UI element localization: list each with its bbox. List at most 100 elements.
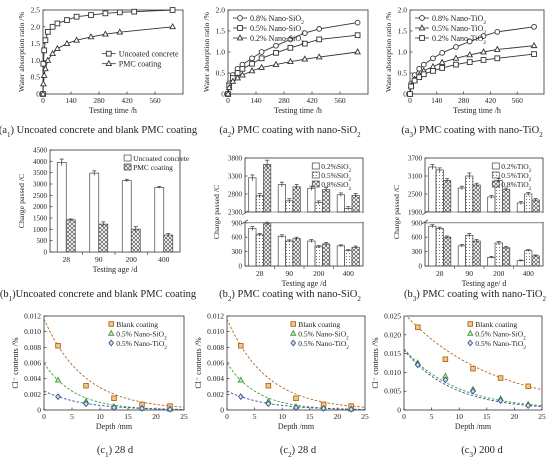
x-tick-label: 90	[95, 255, 103, 264]
data-point	[470, 365, 476, 372]
data-point	[237, 376, 245, 383]
data-point	[39, 80, 47, 87]
data-point	[55, 393, 61, 401]
data-point	[111, 395, 117, 402]
x-tick-label: 0	[42, 412, 46, 421]
data-point	[420, 71, 427, 78]
x-tick-label: 15	[306, 412, 314, 421]
data-point	[131, 8, 138, 15]
legend-marker	[467, 321, 473, 327]
y-tick-label: 0	[221, 90, 225, 99]
data-point	[442, 356, 449, 362]
data-point	[224, 90, 232, 97]
panel-caption: (b3) PMC coating with nano-TiO2	[404, 289, 546, 303]
x-tick-label: 10	[96, 412, 104, 421]
bar	[443, 180, 452, 213]
x-tick-label: 280	[93, 96, 105, 105]
bar	[121, 180, 132, 253]
bar	[292, 238, 301, 267]
data-point	[439, 65, 446, 71]
data-point	[439, 49, 446, 56]
bar	[130, 228, 141, 253]
data-point	[41, 47, 48, 54]
y-tick-label: 0.025	[384, 312, 401, 321]
legend-marker	[236, 34, 244, 41]
panel-caption-c2: (c2) 28 d	[280, 445, 317, 459]
data-point	[452, 54, 460, 61]
y-tick-label: 2800	[228, 191, 243, 199]
data-point	[44, 28, 51, 35]
data-point	[40, 60, 47, 67]
y-tick-label: 2500	[408, 191, 423, 199]
legend-swatch	[491, 171, 500, 179]
legend-swatch	[491, 162, 500, 170]
data-point	[287, 44, 294, 51]
bar	[531, 255, 540, 267]
data-point	[415, 324, 421, 331]
data-point	[497, 397, 504, 405]
bar	[502, 189, 511, 213]
data-point	[466, 51, 474, 58]
data-point	[407, 91, 413, 97]
legend-marker	[108, 321, 114, 327]
chart-b2: 28 90 200 400 Testing age /d Charge passed /C…	[212, 155, 366, 288]
bar	[336, 245, 345, 267]
bar	[263, 223, 272, 267]
legend-label: 0.5% Nano-TiO2	[432, 24, 486, 36]
panel-caption: (c1) 28 d	[97, 445, 134, 459]
y-tick-label: 0.5	[398, 69, 408, 78]
bar	[487, 257, 496, 267]
y-tick-label: 0	[239, 263, 243, 271]
data-point	[238, 71, 246, 78]
y-tick-label: 0	[403, 90, 407, 99]
y-tick-label: 3500	[33, 169, 48, 177]
data-point	[249, 60, 255, 67]
data-point	[531, 51, 537, 57]
legend-marker	[290, 339, 297, 347]
data-point	[453, 44, 459, 50]
y-tick-label: 900	[232, 219, 243, 227]
y-axis-label: Water absorption ratio /%	[202, 11, 211, 92]
panel-caption-c1: (c1) 28 d	[97, 445, 134, 459]
data-point	[63, 39, 71, 46]
y-axis-label: Water absorption ratio /%	[384, 11, 393, 92]
legend-label: Uncoated concrete	[119, 50, 179, 59]
x-tick-label: 20	[152, 412, 160, 421]
data-point	[258, 49, 265, 55]
y-tick-label: 0.012	[207, 312, 224, 321]
legend-label: 0.5% Nano-TiO2	[298, 339, 349, 351]
y-tick-label: 0.010	[207, 327, 224, 336]
y-tick-label: 0.008	[24, 343, 41, 352]
y-tick-label: 4500	[33, 147, 48, 155]
x-tick-label: 5	[70, 412, 74, 421]
data-point	[438, 58, 446, 65]
data-point	[293, 404, 299, 412]
bar	[524, 250, 533, 267]
bar	[98, 223, 109, 253]
y-tick-label: 3100	[408, 173, 423, 181]
legend-swatch	[491, 180, 500, 188]
y-tick-label: 0.010	[24, 327, 41, 336]
legend-marker	[108, 339, 115, 347]
trend-line	[226, 318, 366, 408]
legend-marker	[467, 339, 474, 347]
legend-label: Uncoated concrete	[133, 154, 190, 163]
data-point	[530, 41, 538, 49]
y-tick-label: 3300	[228, 173, 243, 181]
legend-marker	[289, 329, 297, 336]
x-tick-label: 25	[361, 412, 369, 421]
data-point	[54, 20, 61, 27]
data-point	[525, 383, 531, 390]
data-point	[41, 64, 49, 72]
bar	[531, 199, 540, 213]
bar	[457, 245, 466, 267]
data-point	[453, 61, 459, 68]
data-point	[116, 9, 123, 16]
legend-swatch	[311, 162, 320, 170]
bar	[322, 243, 331, 267]
axis-break-gap	[242, 213, 366, 222]
axis-break-mark	[421, 210, 429, 216]
x-tick-label: 560	[334, 96, 346, 105]
data-point	[315, 53, 323, 60]
data-point	[354, 32, 361, 39]
